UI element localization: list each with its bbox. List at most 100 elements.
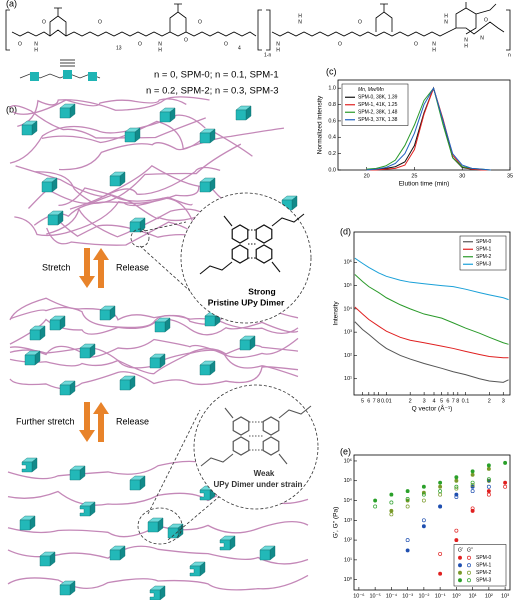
loss-point: [405, 538, 410, 543]
cube-front: [199, 132, 211, 144]
process-label: Stretch: [42, 262, 71, 272]
cube-front: [109, 549, 121, 561]
cube: [21, 120, 38, 136]
atom-label: H: [276, 47, 280, 53]
cube-front: [124, 131, 136, 143]
cube: [109, 545, 126, 561]
atom-label: H: [34, 47, 38, 53]
structure: [5, 2, 511, 67]
loss-point: [421, 492, 426, 497]
x-tick-label: 10⁻²: [418, 593, 429, 599]
legend-header: G': [458, 548, 464, 554]
side-chain: [199, 213, 305, 275]
atom-label: N: [432, 41, 436, 47]
subscript: 1-n: [264, 52, 271, 58]
loss-point: [503, 484, 508, 489]
atom-label: H: [444, 13, 448, 19]
cube: [154, 317, 171, 333]
legend-label: SPM-2: [476, 570, 492, 576]
dimer-label: UPy Dimer under strain: [214, 480, 303, 489]
cube: [235, 105, 252, 121]
loss-point: [486, 478, 491, 483]
y-tick-label: 10⁴: [344, 305, 353, 312]
atom-label: N: [464, 37, 468, 43]
arrow-down: [79, 402, 95, 442]
cube-front: [119, 379, 131, 391]
cube: [41, 177, 58, 193]
storage-point: [438, 484, 443, 489]
cube: [129, 475, 146, 491]
storage-point: [503, 460, 508, 465]
legend-marker: [458, 563, 462, 568]
atom-label: O: [224, 41, 228, 47]
cube: [29, 325, 46, 341]
atom-label: H: [464, 43, 468, 49]
cube: [49, 315, 66, 331]
loss-point: [405, 504, 410, 509]
atom-label: N: [298, 19, 302, 25]
y-tick-label: 10²: [344, 353, 352, 359]
cube-front: [154, 321, 166, 333]
cube-front: [39, 555, 51, 567]
cube: [149, 353, 166, 369]
cube: [159, 107, 176, 123]
loss-point: [470, 483, 475, 488]
loss-point: [470, 489, 475, 494]
loss-point: [454, 495, 459, 499]
y-tick-label: 0.0: [328, 167, 336, 173]
y-tick-label: 10⁰: [344, 576, 353, 583]
storage-point: [486, 489, 491, 494]
y-tick-label: 10⁴: [344, 497, 353, 504]
panel-label: (c): [326, 66, 337, 76]
atom-label: O: [138, 41, 142, 47]
y-tick-label: 10¹: [344, 376, 352, 382]
polymer-chain: [58, 130, 253, 171]
legend-label: SPM-3: [476, 578, 492, 584]
series-line: [366, 86, 491, 171]
loss-point: [421, 518, 426, 523]
ring: [262, 436, 280, 456]
loss-point: [454, 484, 459, 489]
y-tick-label: 10⁶: [344, 457, 352, 464]
x-tick-label: 10²: [485, 593, 493, 599]
x-tick-label: 25: [411, 173, 417, 179]
cube: [30, 72, 39, 81]
zoom-circle: [137, 507, 183, 545]
panel-label: (e): [340, 446, 351, 456]
y-axis-label: Intensity: [333, 301, 340, 326]
atom-label: O: [414, 41, 418, 47]
x-tick-label: 3: [423, 398, 426, 404]
storage-point: [503, 480, 508, 485]
y-tick-label: 0.8: [328, 102, 336, 108]
atom-label: N: [158, 41, 162, 47]
cube-front: [49, 319, 61, 331]
cube-front: [149, 357, 161, 369]
legend-box: [453, 544, 507, 587]
loss-point: [486, 484, 491, 489]
x-tick-label: 6: [367, 398, 370, 404]
polymer-chain: [9, 104, 206, 139]
storage-point: [438, 571, 443, 576]
loss-point: [389, 500, 394, 505]
x-tick-label: 2: [409, 398, 412, 404]
x-tick-label: 6: [446, 398, 449, 404]
legend-label: SPM-2, 38K, 1.48: [358, 110, 398, 116]
storage-point: [454, 475, 459, 480]
zoom-circle: [130, 228, 150, 248]
cube-front: [79, 505, 91, 517]
loss-point: [454, 486, 459, 491]
atom-label: H: [298, 13, 302, 19]
atom-label: O: [42, 19, 46, 25]
legend-label: SPM-0: [476, 239, 492, 245]
panel-label: (b): [6, 104, 17, 114]
cube-front: [199, 181, 211, 193]
legend-label: SPM-0, 38K, 1.39: [358, 95, 398, 101]
series-line: [354, 321, 509, 383]
cube: [199, 360, 216, 376]
series-line: [354, 257, 509, 301]
x-tick-label: 7: [373, 398, 376, 404]
polymer-chain: [12, 98, 187, 115]
legend-title: Mn, Mw/Mn: [358, 87, 384, 93]
